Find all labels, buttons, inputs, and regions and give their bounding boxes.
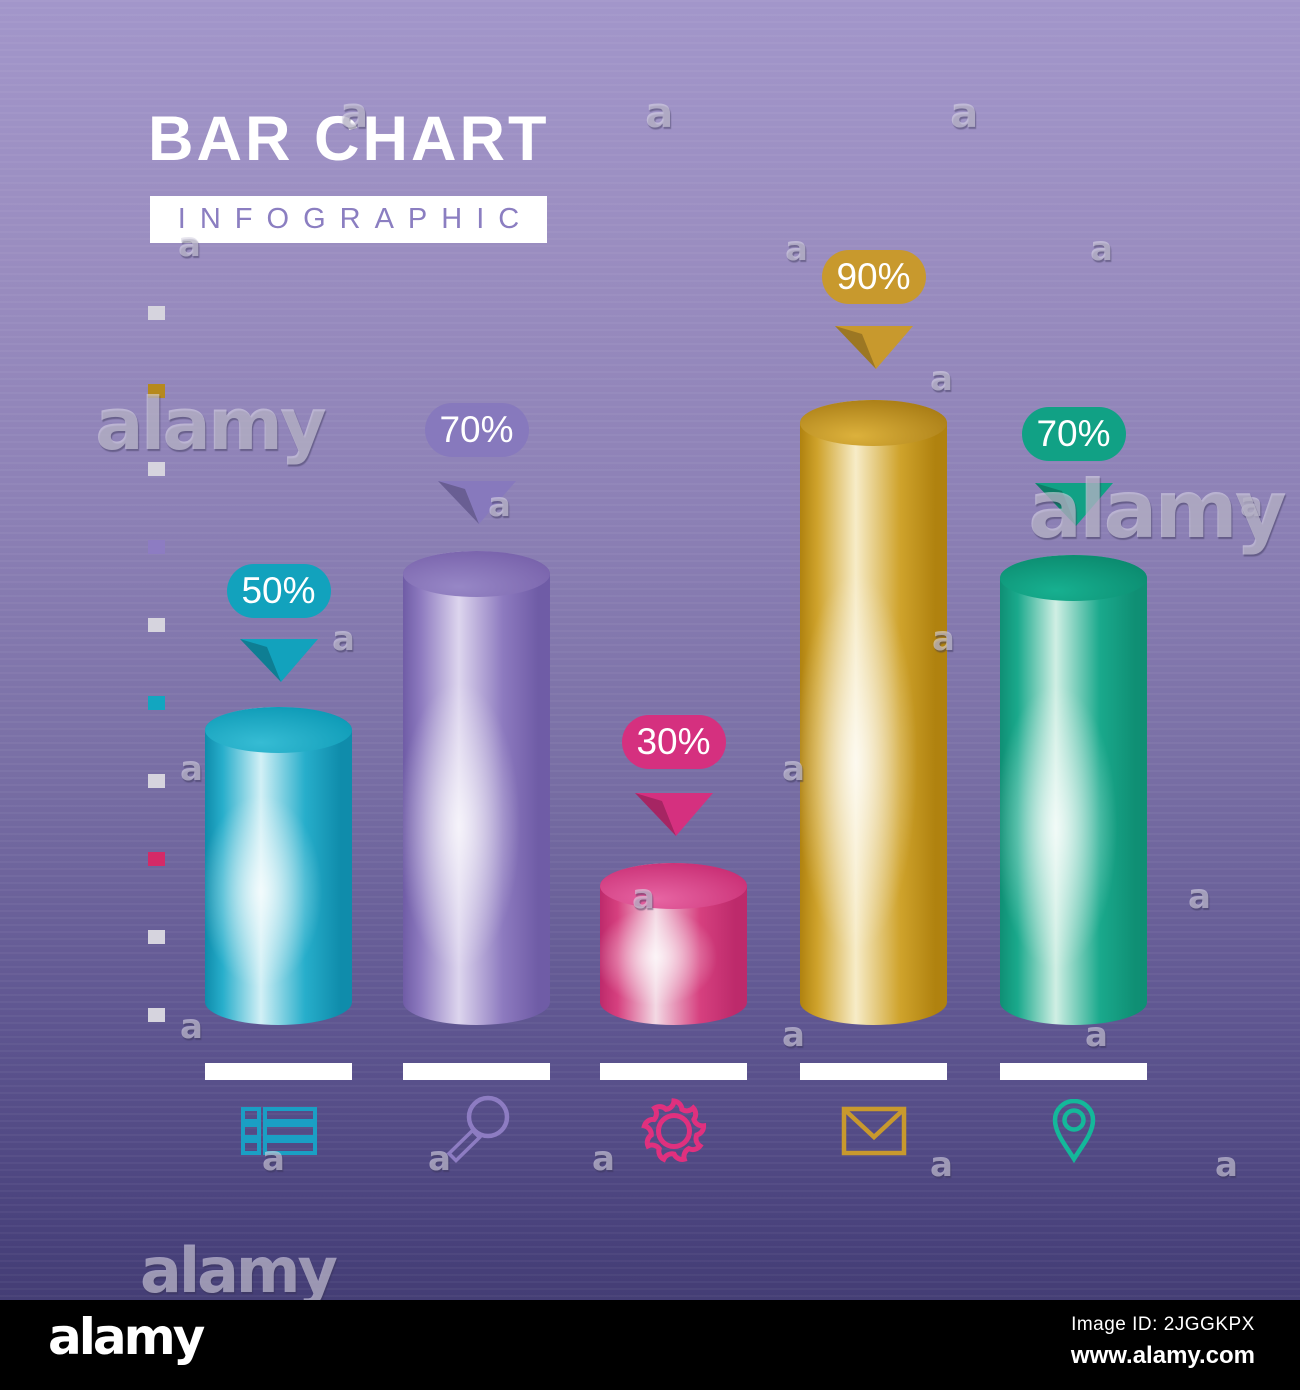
page-title: BAR CHART	[148, 104, 550, 174]
value-bubble: 70%	[424, 403, 529, 457]
cylinder-lid	[800, 400, 947, 446]
baseline	[600, 1063, 747, 1080]
watermark-letter: a	[950, 88, 978, 137]
axis-dot	[148, 930, 165, 944]
watermark-letter: a	[180, 749, 203, 789]
bar-group-list: 50%	[205, 0, 352, 1390]
baseline	[800, 1063, 947, 1080]
cylinder-bar	[403, 551, 550, 1025]
value-label: 90%	[836, 256, 911, 297]
bar-group-search: 70%	[403, 0, 550, 1390]
subtitle-box: INFOGRAPHIC	[150, 196, 547, 243]
bar-group-location: 70%	[1000, 0, 1147, 1390]
gear-icon	[640, 1098, 706, 1163]
value-bubble: 70%	[1021, 407, 1126, 461]
pointer-triangle-icon	[834, 326, 913, 369]
value-bubble: 30%	[621, 715, 726, 769]
image-id-text: Image ID: 2JGGKPX	[1071, 1314, 1255, 1335]
pointer-triangle-icon	[437, 481, 516, 524]
alamy-logo: alamy	[48, 1308, 205, 1366]
axis-dot	[148, 774, 165, 788]
mail-icon	[841, 1106, 906, 1156]
bar-group-mail: 90%	[800, 0, 947, 1390]
location-pin-icon	[1052, 1099, 1095, 1163]
watermark-letter: a	[1215, 1145, 1238, 1185]
cylinder-lid	[600, 863, 747, 909]
cylinder-bar	[1000, 555, 1147, 1025]
watermark-letter: a	[1188, 877, 1211, 917]
baseline	[1000, 1063, 1147, 1080]
cylinder-lid	[205, 707, 352, 753]
value-label: 50%	[241, 570, 316, 611]
pointer-triangle-icon	[239, 639, 318, 682]
axis-dot	[148, 384, 165, 398]
cylinder-bar	[205, 707, 352, 1025]
axis-dot	[148, 852, 165, 866]
cylinder-lid	[403, 551, 550, 597]
baseline	[403, 1063, 550, 1080]
value-label: 30%	[636, 721, 711, 762]
watermark-letter: a	[1240, 485, 1263, 525]
watermark-letter: a	[180, 1007, 203, 1047]
axis-dot	[148, 618, 165, 632]
baseline	[205, 1063, 352, 1080]
value-bubble: 90%	[821, 250, 926, 304]
value-bubble: 50%	[226, 564, 331, 618]
cylinder-bar	[600, 863, 747, 1025]
axis-dot	[148, 306, 165, 320]
axis-dot	[148, 696, 165, 710]
pointer-triangle-icon	[634, 793, 713, 836]
axis-dot	[148, 462, 165, 476]
bar-group-settings: 30%	[600, 0, 747, 1390]
list-icon	[240, 1107, 317, 1155]
cylinder-bar	[800, 400, 947, 1025]
subtitle-label: INFOGRAPHIC	[177, 203, 534, 235]
value-label: 70%	[439, 409, 514, 450]
axis-dot	[148, 540, 165, 554]
value-label: 70%	[1036, 413, 1111, 454]
axis-dot	[148, 1008, 165, 1022]
credit-bar: alamy Image ID: 2JGGKPX www.alamy.com	[0, 1300, 1300, 1390]
alamy-site-text: www.alamy.com	[1070, 1342, 1255, 1369]
pointer-triangle-icon	[1034, 483, 1113, 526]
cylinder-lid	[1000, 555, 1147, 601]
search-icon	[446, 1095, 509, 1163]
